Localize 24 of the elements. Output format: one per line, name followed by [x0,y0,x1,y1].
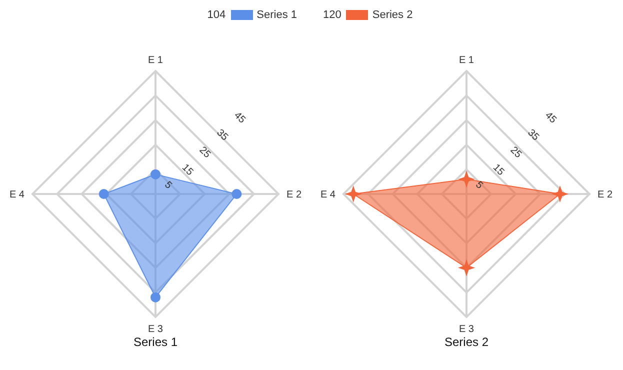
spoke-label: E 2 [598,190,613,201]
y-tick-label: 25 [508,144,524,161]
text: Series 1 [132,335,179,351]
spoke-label: E 3 [148,324,164,336]
y-tick-label: 25 [196,144,213,161]
y-tick-label: 45 [542,110,559,126]
spoke-label: E 3 [458,324,474,336]
text: 104 [207,9,226,21]
legend-label: Series 1 [256,9,297,21]
y-tick-label: 5 [473,180,486,192]
y-tick-label: 45 [232,110,248,126]
text: 120 [323,9,342,21]
y-tick-label: 15 [490,162,506,178]
spoke-label: E 4 [320,190,336,201]
legend-label: Series 2 [372,9,413,21]
y-tick-label: 35 [214,127,230,144]
y-tick-label: 5 [162,180,174,192]
spoke-label: E 1 [458,55,474,66]
spoke-label: E 4 [9,190,25,201]
spoke-label: E 2 [286,190,302,201]
text: Series 2 [443,335,490,351]
y-tick-label: 15 [179,162,196,178]
spoke-label: E 1 [148,55,164,66]
y-tick-label: 35 [525,127,542,144]
